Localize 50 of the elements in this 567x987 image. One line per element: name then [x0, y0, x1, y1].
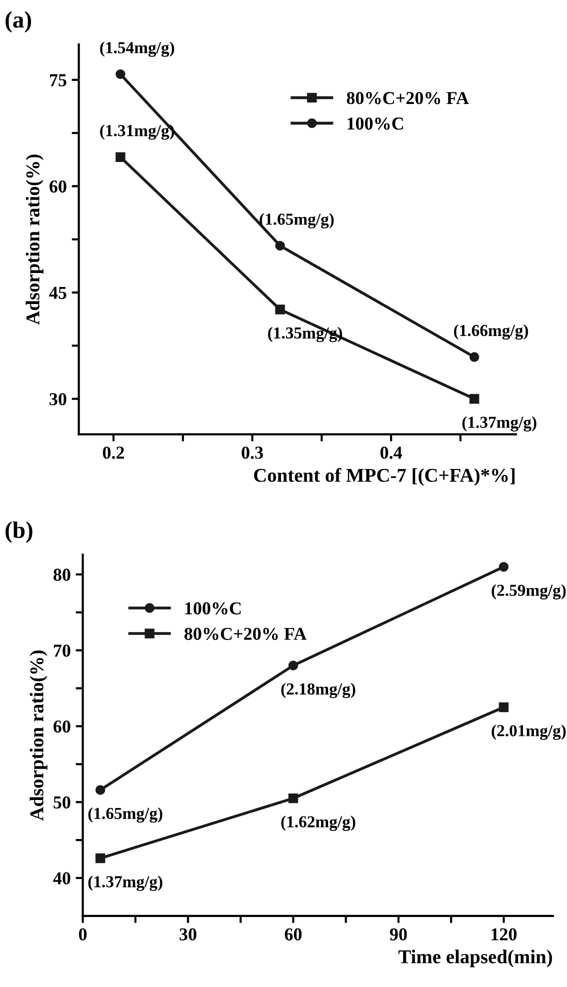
annotation: (1.65mg/g) — [260, 213, 334, 228]
y-tick-label: 60 — [54, 720, 70, 733]
y-tick-label: 50 — [54, 796, 70, 809]
x-axis-title: Content of MPC-7 [(C+FA)*%] — [254, 468, 515, 486]
y-tick-label: 80 — [54, 568, 70, 581]
point — [288, 793, 298, 804]
x-tick-label: 90 — [390, 928, 407, 940]
annotation: (1.31mg/g) — [100, 124, 174, 140]
y-tick-label: 40 — [53, 872, 70, 884]
chart-title: (b) — [6, 521, 32, 543]
legend-label: 100%C — [185, 602, 241, 615]
y-tick-label: 60 — [50, 180, 66, 193]
y-tick-label: 70 — [54, 644, 70, 657]
point — [116, 69, 126, 80]
legend-label: 80%C+20% FA — [184, 628, 307, 640]
legend-label: 80%C+20% FA — [346, 92, 469, 104]
annotation: (2.59mg/g) — [492, 584, 566, 600]
point — [469, 352, 480, 362]
x-tick-label: 120 — [492, 928, 517, 940]
point — [498, 702, 509, 712]
x-tick-label: 60 — [284, 928, 302, 940]
y-axis-title: Adsorption ratio(%) — [30, 650, 48, 821]
y-tick-label: 75 — [50, 74, 66, 86]
y-tick-label: 45 — [49, 286, 66, 299]
point — [288, 660, 298, 670]
x-tick-label: 0.4 — [380, 446, 402, 459]
annotation: (1.66mg/g) — [454, 324, 528, 340]
x-tick-label: 0.2 — [102, 446, 124, 459]
point — [95, 785, 106, 795]
point — [95, 853, 106, 864]
annotation: (2.01mg/g) — [492, 724, 566, 740]
x-tick-label: 30 — [180, 928, 196, 940]
point — [275, 240, 285, 251]
point — [275, 304, 285, 314]
point — [116, 152, 126, 162]
chart-title: (a) — [6, 11, 32, 33]
annotation: (1.37mg/g) — [88, 876, 162, 891]
legend-label: 100%C — [348, 118, 404, 130]
point — [498, 562, 509, 572]
annotation: (1.54mg/g) — [100, 42, 174, 57]
annotation: (1.37mg/g) — [462, 416, 536, 432]
annotation: (1.62mg/g) — [281, 816, 356, 831]
point — [469, 394, 480, 404]
x-tick-label: 0.3 — [242, 446, 263, 459]
annotation: (2.18mg/g) — [281, 682, 356, 698]
y-axis-title: Adsorption ratio(%) — [26, 154, 44, 325]
x-tick-label: 0 — [78, 928, 87, 940]
x-axis-title: Time elapsed(min) — [398, 950, 552, 968]
y-tick-label: 30 — [50, 393, 66, 406]
annotation: (1.65mg/g) — [88, 807, 162, 823]
